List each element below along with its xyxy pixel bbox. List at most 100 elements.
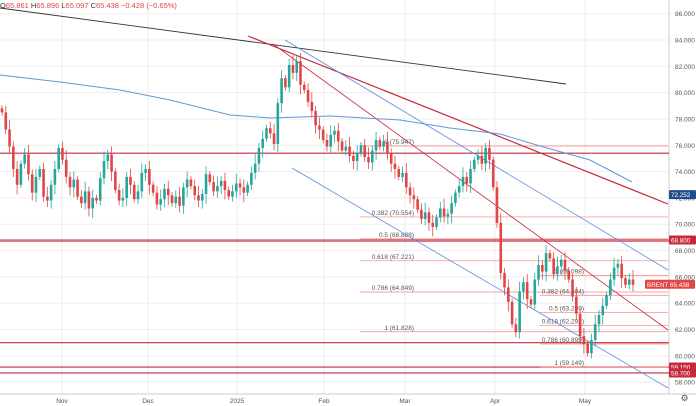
candle-body bbox=[488, 147, 491, 160]
candle-body bbox=[291, 65, 295, 73]
candle-body bbox=[480, 155, 484, 164]
candle-body bbox=[121, 197, 125, 201]
candle-body bbox=[117, 190, 121, 201]
candle-body bbox=[559, 259, 563, 267]
fib-level-label: 0 (75.947) bbox=[384, 139, 414, 146]
candle-body bbox=[68, 176, 72, 188]
candle-body bbox=[423, 212, 427, 219]
candle-body bbox=[578, 313, 582, 337]
candle-body bbox=[442, 208, 446, 217]
candle-body bbox=[19, 163, 23, 185]
candle-body bbox=[582, 336, 586, 344]
candle-body bbox=[446, 213, 450, 217]
candle-body bbox=[590, 340, 593, 354]
candle-body bbox=[624, 278, 627, 285]
y-tick-label: 84.000 bbox=[675, 38, 695, 45]
y-tick-label: 60.000 bbox=[675, 353, 695, 360]
candle-body bbox=[182, 187, 185, 206]
candle-body bbox=[404, 172, 408, 188]
candle-body bbox=[605, 295, 608, 306]
fib-level-label: 0.618 (62.292) bbox=[542, 319, 584, 326]
channel-lower-line bbox=[291, 167, 669, 389]
candle-body bbox=[253, 163, 257, 173]
candle-body bbox=[34, 176, 38, 193]
candle-body bbox=[355, 153, 359, 162]
candle-body bbox=[412, 195, 416, 200]
candle-body bbox=[548, 253, 552, 259]
candle-body bbox=[208, 174, 212, 183]
candle-body bbox=[616, 263, 620, 268]
candle-body bbox=[159, 199, 162, 205]
candle-body bbox=[265, 128, 268, 139]
candle-body bbox=[200, 193, 204, 201]
candle-body bbox=[30, 174, 34, 193]
candle-body bbox=[227, 190, 231, 197]
y-tick-label: 70.000 bbox=[675, 222, 695, 229]
fib-level-label: 1 (61.828) bbox=[384, 325, 414, 332]
gear-icon[interactable]: ⚙ bbox=[680, 393, 689, 403]
candle-body bbox=[136, 191, 140, 200]
candle-body bbox=[352, 155, 355, 162]
candle-body bbox=[140, 172, 144, 192]
candle-body bbox=[223, 180, 227, 191]
candle-body bbox=[609, 279, 612, 296]
candle-body bbox=[280, 78, 283, 104]
y-tick-label: 58.000 bbox=[675, 380, 695, 387]
candle-body bbox=[299, 61, 302, 85]
fib-level-label: 0.382 (64.604) bbox=[542, 288, 584, 295]
ohlc-open-label: O bbox=[0, 1, 6, 10]
candle-body bbox=[359, 145, 363, 154]
candle-body bbox=[268, 128, 272, 134]
candle-body bbox=[102, 161, 106, 179]
ohlc-high-value: 65.896 bbox=[36, 1, 60, 10]
y-tick-label: 76.000 bbox=[675, 143, 695, 150]
x-tick-label: 2025 bbox=[230, 398, 245, 405]
candle-body bbox=[306, 90, 310, 102]
candle-body bbox=[321, 129, 325, 141]
x-tick-label: Feb bbox=[318, 398, 330, 405]
candle-body bbox=[612, 267, 616, 280]
candle-body bbox=[522, 282, 525, 292]
candle-body bbox=[234, 183, 238, 192]
candle-body bbox=[518, 291, 521, 333]
candle-body bbox=[507, 287, 510, 302]
candle-body bbox=[571, 279, 574, 297]
candle-body bbox=[314, 111, 317, 126]
candle-body bbox=[420, 209, 423, 219]
candle-body bbox=[367, 157, 370, 163]
candle-body bbox=[166, 188, 170, 196]
candle-body bbox=[151, 184, 155, 193]
candle-body bbox=[401, 172, 404, 177]
candle-body bbox=[83, 191, 87, 204]
candle-body bbox=[378, 140, 382, 147]
price-tag-label: 68.800 bbox=[671, 238, 691, 245]
candle-body bbox=[631, 279, 635, 285]
candle-body bbox=[563, 259, 567, 271]
price-tag-label: 58.700 bbox=[671, 370, 691, 377]
candle-body bbox=[469, 168, 472, 184]
candle-body bbox=[593, 324, 597, 341]
candle-body bbox=[231, 191, 234, 197]
x-tick-label: May bbox=[579, 398, 592, 405]
x-tick-label: Mar bbox=[399, 398, 411, 405]
candle-body bbox=[499, 222, 503, 273]
candle-body bbox=[49, 184, 53, 201]
candle-body bbox=[525, 282, 529, 300]
candle-body bbox=[620, 263, 623, 279]
candle-body bbox=[212, 182, 215, 192]
ohlc-legend: O65.861 H65.896 L65.097 C65.438 −0.428 (… bbox=[0, 1, 177, 10]
candle-body bbox=[484, 147, 487, 164]
ohlc-close-label: C bbox=[90, 1, 96, 10]
candle-body bbox=[363, 145, 367, 158]
candle-body bbox=[144, 168, 147, 173]
candle-body bbox=[64, 159, 68, 177]
candle-body bbox=[80, 196, 83, 204]
candle-body bbox=[318, 125, 321, 130]
red-downtrend-line bbox=[247, 35, 669, 205]
candle-body bbox=[197, 195, 200, 201]
candle-body bbox=[344, 146, 348, 151]
candle-body bbox=[132, 184, 136, 200]
candle-body bbox=[257, 147, 261, 164]
candle-body bbox=[91, 197, 94, 209]
